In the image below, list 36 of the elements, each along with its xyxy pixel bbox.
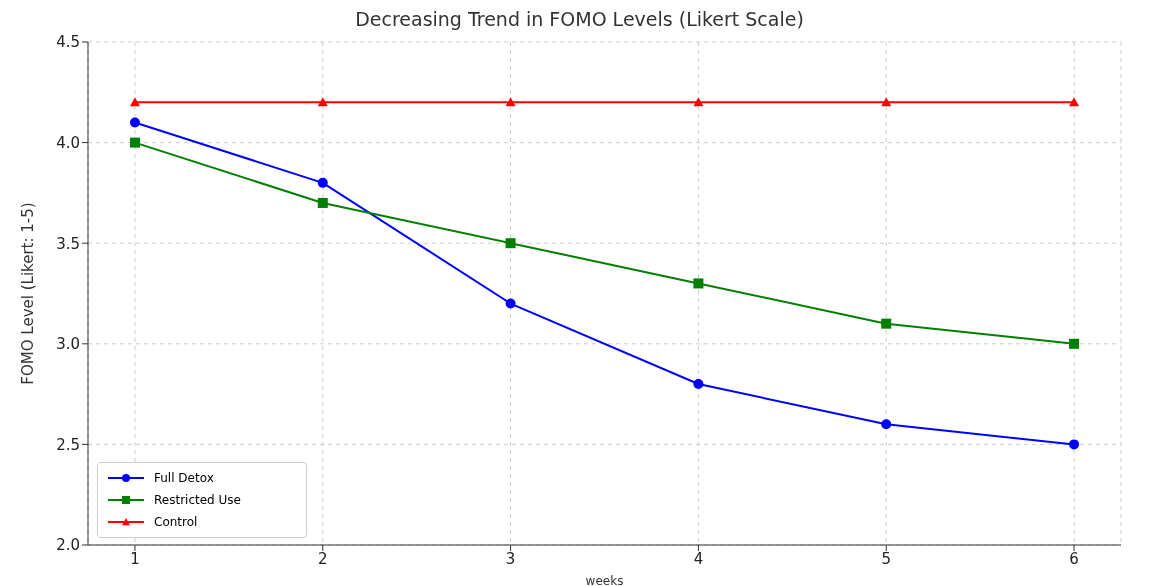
y-tick-label: 4.0 bbox=[56, 133, 80, 152]
legend-label: Restricted Use bbox=[154, 493, 241, 507]
point bbox=[1069, 439, 1080, 450]
point bbox=[881, 97, 892, 107]
x-tick-label: 4 bbox=[693, 549, 704, 568]
x-tick-label: 2 bbox=[318, 549, 328, 568]
x-axis-title: weeks bbox=[585, 574, 624, 586]
point bbox=[693, 379, 704, 390]
x-tick-label: 3 bbox=[505, 549, 516, 568]
y-tick-label: 4.5 bbox=[56, 33, 80, 52]
y-tick-label: 3.0 bbox=[56, 335, 80, 354]
point bbox=[505, 97, 516, 107]
x-tick-label: 6 bbox=[1069, 549, 1079, 568]
point bbox=[129, 97, 140, 107]
point bbox=[505, 238, 516, 249]
y-tick-label: 2.5 bbox=[56, 435, 80, 454]
legend-label: Full Detox bbox=[154, 471, 214, 485]
y-tick-label: 3.5 bbox=[56, 234, 80, 253]
point bbox=[129, 117, 140, 128]
point bbox=[505, 298, 516, 309]
point bbox=[1069, 97, 1080, 107]
y-axis-title: FOMO Level (Likert: 1-5) bbox=[19, 202, 38, 385]
point bbox=[317, 197, 328, 208]
legend-label: Control bbox=[154, 515, 198, 529]
x-tick-label: 1 bbox=[130, 549, 140, 568]
point bbox=[693, 97, 704, 107]
point bbox=[693, 278, 704, 289]
x-tick-label: 5 bbox=[881, 549, 891, 568]
point bbox=[129, 137, 140, 148]
chart-title: Decreasing Trend in FOMO Levels (Likert Scale) bbox=[354, 8, 805, 30]
point bbox=[881, 419, 892, 430]
point bbox=[1069, 338, 1080, 349]
point bbox=[317, 177, 328, 188]
y-tick-label: 2.0 bbox=[56, 536, 80, 555]
point bbox=[317, 97, 328, 107]
point bbox=[881, 318, 892, 329]
